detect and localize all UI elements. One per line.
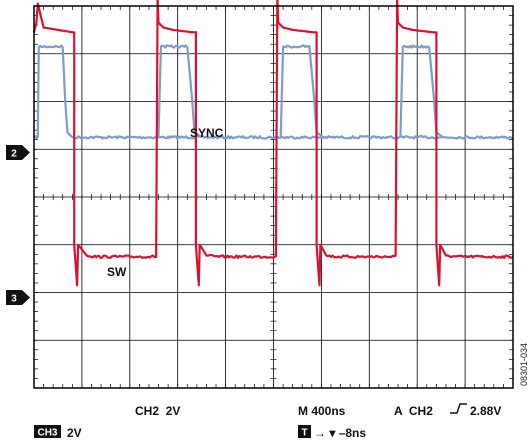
ch2-scale-readout: CH2 2V [135, 404, 180, 418]
rising-edge-icon [450, 403, 467, 414]
trigger-source: A CH2 [394, 404, 433, 418]
trigger-readout: A CH2 2.88V [394, 403, 501, 418]
ch3-badge: CH3 [37, 428, 57, 439]
trigger-level: 2.88V [470, 404, 501, 418]
trigger-position-badge: T [301, 428, 307, 439]
traces [32, 0, 514, 287]
ch2-ground-marker: 2 [6, 145, 30, 160]
sync-trace-label: SYNC [190, 126, 224, 140]
graticule [33, 5, 514, 389]
trigger-delay: → ▾ –8ns [314, 426, 366, 440]
svg-text:3: 3 [11, 294, 17, 305]
sw-trace-label: SW [107, 265, 127, 279]
sw-trace [32, 0, 514, 287]
ch3-ground-marker: 3 [6, 290, 30, 305]
ch3-scale-readout: CH3 2V [34, 425, 82, 440]
svg-text:2: 2 [11, 149, 17, 160]
trigger-position-readout: T → ▾ –8ns [298, 425, 366, 440]
ch3-scale: 2V [67, 426, 82, 440]
graticule-frame [33, 5, 514, 389]
figure-id: 08301-034 [519, 343, 529, 386]
sw-trace-segment [32, 0, 514, 287]
sync-trace-segment [33, 44, 514, 140]
sync-trace-segment [157, 44, 203, 139]
timebase-readout: M 400ns [298, 404, 346, 418]
